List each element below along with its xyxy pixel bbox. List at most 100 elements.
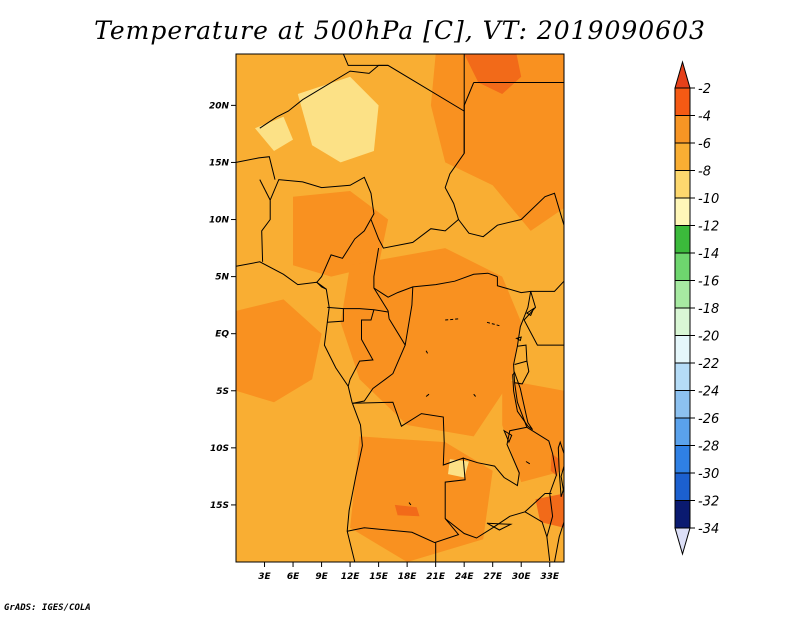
colorbar-label: -30 bbox=[698, 467, 719, 482]
colorbar-label: -22 bbox=[698, 357, 719, 372]
country-border-line bbox=[347, 401, 466, 544]
country-border-line bbox=[546, 493, 554, 561]
map-title: Temperature at 500hPa [C], VT: 201909060… bbox=[94, 16, 706, 45]
lon-tick-label: 3E bbox=[258, 572, 271, 582]
country-borders bbox=[236, 54, 564, 562]
lat-tick-label: EQ bbox=[215, 330, 229, 340]
country-border-line bbox=[236, 156, 276, 180]
temperature-region bbox=[535, 493, 564, 528]
country-border-line bbox=[473, 393, 476, 397]
temperature-region bbox=[464, 54, 522, 94]
lat-tick-label: 20N bbox=[209, 101, 230, 111]
colorbar-label: -20 bbox=[698, 330, 719, 345]
colorbar-label: -34 bbox=[698, 522, 719, 537]
colorbar-swatch bbox=[674, 280, 691, 309]
colorbar-swatch bbox=[674, 142, 691, 171]
map-frame bbox=[235, 53, 565, 563]
country-border-line bbox=[444, 493, 552, 539]
colorbar-swatch bbox=[674, 390, 691, 419]
colorbar-swatch bbox=[674, 472, 691, 501]
longitude-axis: 3E 6E 9E 12E 15E 18E 21E 24E 27E 30E 33E bbox=[258, 562, 560, 582]
colorbar-swatch bbox=[674, 500, 691, 529]
country-border-line bbox=[327, 308, 344, 323]
lon-tick-label: 24E bbox=[455, 572, 475, 582]
lake-outline bbox=[503, 429, 513, 444]
country-border-line bbox=[408, 502, 412, 506]
colorbar-label: -8 bbox=[698, 165, 711, 180]
lon-tick-label: 6E bbox=[287, 572, 300, 582]
colorbar-label: -26 bbox=[698, 412, 719, 427]
colorbar-swatch bbox=[674, 115, 691, 144]
map-plot-area bbox=[236, 54, 564, 562]
lake-outline bbox=[557, 440, 564, 498]
lon-tick-label: 27E bbox=[483, 572, 503, 582]
lon-tick-label: 21E bbox=[426, 572, 446, 582]
country-border-line bbox=[373, 272, 498, 298]
lat-tick-label: 10S bbox=[210, 444, 229, 454]
temperature-region bbox=[293, 191, 389, 277]
country-border-line bbox=[463, 82, 475, 154]
grads-credit: GrADS: IGES/COLA bbox=[4, 603, 91, 613]
river-segment bbox=[486, 321, 500, 327]
temperature-region bbox=[394, 504, 420, 517]
colorbar-swatch bbox=[674, 170, 691, 199]
colorbar-label: -10 bbox=[698, 192, 719, 207]
country-border-line bbox=[342, 54, 465, 249]
country-border-line bbox=[513, 291, 532, 428]
country-border-line bbox=[316, 281, 327, 290]
country-border-line bbox=[373, 248, 390, 319]
lake-outline bbox=[512, 371, 534, 431]
country-border-line bbox=[458, 192, 564, 238]
river-segment bbox=[445, 318, 460, 321]
country-border-line bbox=[523, 291, 564, 346]
colorbar-top-triangle bbox=[674, 60, 691, 89]
colorbar-label: -18 bbox=[698, 302, 719, 317]
country-border-line bbox=[261, 200, 271, 262]
lon-tick-label: 18E bbox=[398, 572, 418, 582]
country-border-line bbox=[463, 426, 527, 487]
lon-tick-label: 15E bbox=[369, 572, 389, 582]
lon-tick-label: 12E bbox=[341, 572, 361, 582]
colorbar-swatch bbox=[674, 335, 691, 364]
latitude-axis: 20N 15N 10N 5N EQ 5S 10S 15S bbox=[209, 101, 236, 511]
colorbar-label: -2 bbox=[698, 82, 711, 97]
colorbar-label: -6 bbox=[698, 137, 711, 152]
country-border-line bbox=[514, 344, 528, 365]
colorbar-swatch bbox=[674, 87, 691, 116]
country-border-line bbox=[259, 179, 271, 201]
country-border-line bbox=[496, 276, 564, 294]
colorbar-swatch bbox=[674, 445, 691, 474]
lat-tick-label: 15S bbox=[210, 501, 229, 511]
lon-tick-label: 9E bbox=[315, 572, 328, 582]
country-border-line bbox=[554, 521, 564, 562]
lat-tick-label: 5N bbox=[215, 273, 229, 283]
colorbar-label: -12 bbox=[698, 220, 719, 235]
lon-tick-label: 33E bbox=[540, 572, 560, 582]
colorbar-label: -24 bbox=[698, 385, 719, 400]
lat-tick-label: 5S bbox=[216, 387, 229, 397]
colorbar-label: -28 bbox=[698, 440, 719, 455]
colorbar-label: -32 bbox=[698, 495, 719, 510]
country-border-line bbox=[347, 309, 375, 387]
colorbar-swatch bbox=[674, 362, 691, 391]
lake-outline bbox=[525, 461, 531, 465]
colorbar-swatch bbox=[674, 252, 691, 281]
country-border-line bbox=[404, 286, 414, 346]
country-border-line bbox=[524, 511, 548, 538]
temperature-region bbox=[236, 299, 322, 403]
colorbar-label: -14 bbox=[698, 247, 719, 262]
colorbar-swatch bbox=[674, 197, 691, 226]
lat-tick-label: 15N bbox=[209, 158, 230, 168]
colorbar-swatch bbox=[674, 307, 691, 336]
lake-outline bbox=[486, 522, 513, 531]
temperature-region bbox=[297, 76, 379, 163]
country-border-line bbox=[327, 306, 389, 313]
colorbar-label: -16 bbox=[698, 275, 719, 290]
lat-tick-label: 10N bbox=[209, 216, 230, 226]
country-border-line bbox=[560, 465, 564, 494]
river-segment bbox=[425, 350, 429, 355]
colorbar-legend: -2 -4 -6 -8 -10 -12 -14 -16 -18 -20 -22 -24 -26 -28 -3… bbox=[674, 60, 719, 556]
country-border-line bbox=[526, 426, 557, 494]
lon-tick-label: 30E bbox=[512, 572, 532, 582]
